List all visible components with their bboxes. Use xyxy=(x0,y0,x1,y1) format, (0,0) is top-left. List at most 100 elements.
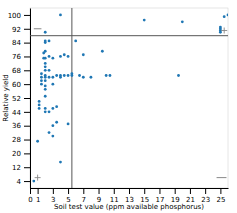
y-axis: 41220283644526068768492100 xyxy=(8,9,31,189)
y-tick-label: 20 xyxy=(12,150,21,158)
scatter-point xyxy=(82,76,85,79)
y-tick: 60 xyxy=(12,81,30,89)
x-tick-mark xyxy=(99,188,100,194)
scatter-point xyxy=(48,55,51,58)
scatter-point xyxy=(177,74,180,77)
scatter-point xyxy=(44,110,47,113)
marks xyxy=(30,8,228,188)
scatter-point xyxy=(59,161,62,164)
scatter-point xyxy=(44,95,47,98)
y-axis-title: Relative yield xyxy=(2,74,10,121)
scatter-point xyxy=(51,124,54,127)
scatter-point xyxy=(44,69,47,72)
cross-marker xyxy=(221,28,227,34)
x-tick-mark xyxy=(205,188,206,194)
reference-line-horizontal xyxy=(30,35,228,36)
scatter-point xyxy=(55,105,58,108)
x-tick: 15 xyxy=(140,188,149,204)
scatter-point xyxy=(44,74,47,77)
x-tick: 7 xyxy=(82,188,86,204)
scatter-point xyxy=(78,74,81,77)
x-tick: 19 xyxy=(171,188,180,204)
x-axis-title: Soil test value (ppm available phosphoru… xyxy=(54,203,204,211)
scatter-point xyxy=(63,53,66,56)
y-tick-mark xyxy=(24,43,30,44)
y-tick: 20 xyxy=(12,150,30,158)
x-tick-label: 25 xyxy=(216,196,225,204)
y-tick-label: 44 xyxy=(12,109,21,117)
y-tick: 52 xyxy=(12,95,30,103)
scatter-point xyxy=(48,131,51,134)
scatter-point xyxy=(101,50,104,53)
y-tick-mark xyxy=(24,140,30,141)
scatter-point xyxy=(44,39,47,42)
scatter-point xyxy=(74,39,77,42)
x-tick: 9 xyxy=(97,188,101,204)
x-tick: 1 xyxy=(36,188,40,204)
scatter-point xyxy=(59,55,62,58)
scatter-point xyxy=(44,79,47,82)
y-tick-label: 52 xyxy=(12,95,21,103)
x-tick-mark xyxy=(83,188,84,194)
x-tick-mark xyxy=(144,188,145,194)
scatter-point xyxy=(38,107,41,110)
scatter-point xyxy=(40,83,43,86)
scatter-point xyxy=(51,57,54,60)
x-tick: 0 xyxy=(28,188,32,204)
y-tick: 76 xyxy=(12,53,30,61)
y-tick-label: 4 xyxy=(17,178,22,186)
y-tick-mark xyxy=(24,70,30,71)
scatter-point xyxy=(70,72,73,75)
x-tick: 17 xyxy=(156,188,165,204)
x-tick: 21 xyxy=(186,188,195,204)
x-tick: 13 xyxy=(125,188,134,204)
y-tick-mark xyxy=(24,56,30,57)
horizontal-segment xyxy=(34,28,42,29)
x-axis: 0135791113151719212325 xyxy=(28,188,228,204)
y-tick: 44 xyxy=(12,109,30,117)
x-tick-mark xyxy=(114,188,115,194)
y-tick: 84 xyxy=(12,39,30,47)
y-tick: 4 xyxy=(17,178,30,186)
scatter-point xyxy=(38,100,41,103)
scatter-point xyxy=(143,19,146,22)
scatter-point xyxy=(109,74,112,77)
scatter-point xyxy=(55,121,58,124)
scatter-point xyxy=(44,31,47,34)
scatter-point xyxy=(51,135,54,138)
scatter-point xyxy=(32,180,35,183)
x-tick-mark xyxy=(175,188,176,194)
scatter-point xyxy=(105,74,108,77)
y-tick-mark xyxy=(24,29,30,30)
scatter-point xyxy=(223,15,226,18)
scatter-point xyxy=(51,76,54,79)
x-tick-mark xyxy=(190,188,191,194)
y-tick: 100 xyxy=(8,12,30,20)
x-tick: 25 xyxy=(216,188,225,204)
y-tick-label: 68 xyxy=(12,67,21,75)
scatter-point xyxy=(40,72,43,75)
cross-arm xyxy=(37,175,38,181)
y-tick-label: 84 xyxy=(12,39,21,47)
y-tick-label: 76 xyxy=(12,53,21,61)
x-tick-label: 0 xyxy=(28,196,32,204)
scatter-point xyxy=(67,74,70,77)
scatter-point xyxy=(40,76,43,79)
cross-arm xyxy=(224,28,225,34)
cross-marker xyxy=(35,175,41,181)
scatter-point xyxy=(48,76,51,79)
scatter-point xyxy=(227,14,228,17)
y-tick: 36 xyxy=(12,122,30,130)
y-tick-mark xyxy=(24,84,30,85)
scatter-point xyxy=(219,26,222,29)
scatter-point xyxy=(63,74,66,77)
x-tick-mark xyxy=(159,188,160,194)
scatter-point xyxy=(44,107,47,110)
scatter-point xyxy=(82,53,85,56)
scatter-point xyxy=(67,123,70,126)
y-tick-mark xyxy=(24,181,30,182)
scatter-point xyxy=(59,74,62,77)
x-tick-mark xyxy=(30,188,31,194)
y-tick: 68 xyxy=(12,67,30,75)
x-tick-mark xyxy=(53,188,54,194)
